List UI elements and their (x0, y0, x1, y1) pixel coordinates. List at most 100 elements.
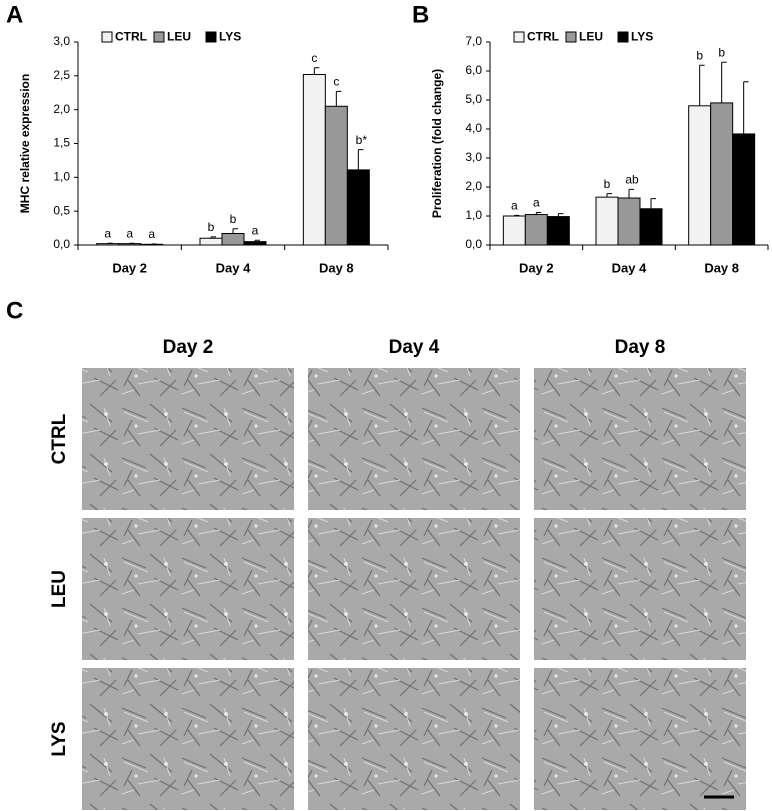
legend-label: LEU (167, 30, 191, 44)
bar (118, 243, 142, 246)
error-bar (313, 67, 320, 75)
micrograph (308, 368, 520, 510)
error-bar (232, 228, 238, 234)
significance-letter: ab (625, 172, 639, 186)
bar (502, 215, 526, 246)
x-tick-label: Day 2 (519, 260, 554, 275)
significance-letter: c (311, 51, 317, 65)
y-tick-label: 3,0 (465, 150, 482, 164)
legend-swatch (617, 31, 629, 43)
significance-letter: b (718, 45, 725, 59)
legend-swatch (513, 31, 525, 43)
y-tick-label: 7,0 (465, 34, 482, 48)
legend-label: LYS (219, 30, 241, 44)
error-bar (743, 81, 749, 134)
y-axis-label: MHC relative expression (18, 74, 32, 213)
significance-letter: a (126, 226, 133, 240)
y-tick-label: 1,5 (53, 136, 70, 150)
row-header: LEU (49, 570, 70, 608)
micrograph (308, 668, 520, 810)
micrograph (82, 518, 294, 660)
error-bar (357, 149, 364, 170)
column-header: Day 2 (163, 337, 214, 358)
bar (221, 232, 245, 246)
significance-letter: b* (356, 133, 368, 147)
bar (324, 105, 348, 246)
column-header: Day 4 (389, 337, 440, 358)
micrograph (82, 368, 294, 510)
panel-label: A (6, 1, 23, 28)
y-tick-label: 1,0 (53, 170, 70, 184)
bar (243, 241, 267, 246)
x-tick-label: Day 8 (319, 260, 354, 275)
y-tick-label: 0,0 (53, 237, 70, 251)
micrograph (534, 518, 746, 660)
bar (96, 243, 120, 246)
micrograph (308, 518, 520, 660)
legend-label: LYS (631, 30, 653, 44)
bar (617, 197, 641, 246)
significance-letter: b (696, 48, 703, 62)
micrograph (82, 668, 294, 810)
row-header: LYS (49, 721, 70, 756)
image-grid: Day 2 Day 4 Day 8 CTRL LEU LYS (49, 337, 746, 810)
x-tick-label: Day 4 (216, 260, 251, 275)
error-bar (606, 193, 612, 198)
legend-label: CTRL (115, 30, 147, 44)
significance-letter: c (333, 75, 339, 89)
row-header: CTRL (49, 413, 70, 464)
legend-swatch (101, 31, 113, 43)
significance-letter: b (604, 177, 611, 191)
x-tick-label: Day 2 (112, 260, 147, 275)
error-bar (254, 239, 260, 242)
error-bar (699, 64, 705, 106)
significance-letter: b (208, 220, 215, 234)
y-tick-label: 0,5 (53, 203, 70, 217)
legend-swatch (205, 31, 217, 43)
bar (302, 73, 326, 246)
bar (546, 216, 570, 246)
significance-letter: a (104, 226, 111, 240)
micrograph (534, 668, 746, 810)
legend-swatch (565, 31, 577, 43)
bar (524, 214, 548, 246)
significance-letter: a (533, 196, 540, 210)
legend-label: CTRL (527, 30, 559, 44)
y-tick-label: 2,0 (465, 179, 482, 193)
bar (732, 133, 756, 246)
error-bar (335, 90, 342, 107)
panel-label: B (412, 1, 429, 28)
y-tick-label: 5,0 (465, 92, 482, 106)
bar (639, 208, 663, 246)
x-tick-label: Day 8 (704, 260, 739, 275)
panel-label: C (6, 297, 23, 324)
x-tick-label: Day 4 (612, 260, 647, 275)
significance-letter: a (148, 227, 155, 241)
error-bar (210, 236, 216, 239)
bar (688, 105, 712, 246)
error-bar (513, 214, 520, 216)
legend-label: LEU (579, 30, 603, 44)
error-bar (721, 61, 727, 103)
bar (595, 196, 619, 246)
y-tick-label: 0,0 (465, 237, 482, 251)
y-tick-label: 6,0 (465, 63, 482, 77)
error-bar (535, 212, 542, 215)
legend-swatch (153, 31, 165, 43)
significance-letter: a (511, 199, 518, 213)
error-bar (650, 198, 656, 209)
bar (710, 102, 734, 246)
bar (346, 169, 370, 246)
significance-letter: a (252, 223, 259, 237)
significance-letter: b (230, 212, 237, 226)
y-tick-label: 2,0 (53, 102, 70, 116)
error-bar (557, 213, 564, 217)
y-axis-label: Proliferation (fold change) (430, 69, 444, 218)
column-header: Day 8 (615, 337, 666, 358)
error-bar (628, 188, 634, 199)
y-tick-label: 3,0 (53, 34, 70, 48)
micrograph (534, 368, 746, 510)
y-tick-label: 4,0 (465, 121, 482, 135)
y-tick-label: 1,0 (465, 208, 482, 222)
